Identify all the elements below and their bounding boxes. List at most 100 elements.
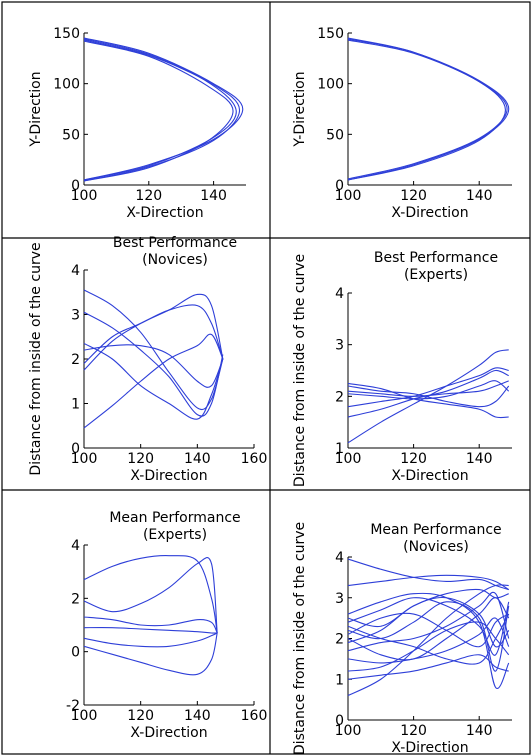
y-tick-label: 3 [335,338,344,354]
series-line [347,574,510,591]
x-tick-label: 100 [71,708,98,724]
y-axis-label: Distance from inside of the curve [292,254,308,487]
series-line [83,293,224,371]
x-axis-label: X-Direction [130,468,207,484]
series-line [347,382,509,419]
y-axis-label: Y-Direction [292,71,308,147]
series-line [347,37,508,180]
y-tick-label: 2 [71,591,80,607]
panel-title: Best Performance [113,235,237,251]
panel-title: Best Performance [374,250,498,266]
series-line [83,627,218,634]
y-axis-label: Distance from inside of the curve [28,242,44,475]
y-tick-label: 50 [62,127,80,143]
x-tick-label: 160 [241,708,268,724]
y-axis-label: Y-Direction [28,71,44,147]
y-tick-label: 1 [335,441,344,457]
y-tick-label: 150 [317,26,344,42]
chart-panel-3: 100 120 140 160 0 1 2 3 4 X-Direction Distance fro… [28,235,267,484]
series-line [83,289,224,411]
chart-panel-6: 100 120 140 0 1 2 3 4 X-Direction Distance from i… [292,522,512,756]
x-tick-label: 100 [71,451,98,467]
x-tick-label: 120 [400,451,427,467]
x-tick-label: 140 [466,188,493,204]
x-tick-label: 100 [71,188,98,204]
y-tick-label: 0 [71,178,80,194]
series-line [347,591,510,652]
panel-title: (Experts) [143,527,207,543]
chart-panel-2: 100 120 140 0 50 100 150 X-Direction Y-Direction [292,26,512,221]
y-tick-label: 3 [335,591,344,607]
y-tick-label: 4 [335,550,344,566]
series-line [347,380,510,400]
series-line [83,311,224,417]
chart-panel-5: 100 120 140 160 -2 0 2 4 X-Direction Mean Perform… [66,510,267,741]
chart-panel-1: 100 120 140 0 50 100 150 X-Direction Y-Direction [28,26,246,221]
panel-title: Mean Performance [109,510,240,526]
series-line [347,617,510,664]
y-tick-label: 4 [71,538,80,554]
series-line [347,367,509,408]
series-line [83,39,241,182]
series-line [347,380,509,397]
x-axis-label: X-Direction [391,740,468,756]
y-tick-label: 2 [71,352,80,368]
x-axis-label: X-Direction [391,468,468,484]
y-tick-label: 0 [71,441,80,457]
x-tick-label: 100 [335,188,362,204]
y-tick-label: 4 [71,263,80,279]
series-line [83,40,234,182]
x-tick-label: 120 [127,708,154,724]
panel-title: (Experts) [404,267,468,283]
x-tick-label: 100 [335,723,362,739]
series-line [347,558,509,591]
x-tick-label: 120 [400,723,427,739]
series-line [83,344,224,388]
y-axis-label: Distance from inside of the curve [292,522,308,755]
series-line [83,632,218,676]
y-tick-label: 0 [335,713,344,729]
series-line [83,333,224,429]
series-line [347,592,510,690]
y-tick-label: 2 [335,389,344,405]
series-line [83,632,218,648]
x-tick-label: 100 [335,451,362,467]
chart-panels: 100 120 140050100150X-DirectionY-Direction… [28,26,512,756]
y-tick-label: 0 [335,178,344,194]
x-tick-label: 140 [466,451,493,467]
y-tick-label: 1 [335,672,344,688]
panel-title: Mean Performance [370,522,501,538]
series-line [347,613,510,665]
series-line [83,616,218,634]
y-tick-label: 3 [71,308,80,324]
series-line [83,38,237,181]
x-axis-label: X-Direction [130,725,207,741]
y-tick-label: 100 [317,77,344,93]
series-line [83,556,218,634]
y-tick-label: 1 [71,397,80,413]
y-tick-label: 2 [335,632,344,648]
x-tick-label: 120 [135,188,162,204]
y-tick-label: 100 [53,77,80,93]
x-tick-label: 140 [184,708,211,724]
y-tick-label: -2 [66,698,80,714]
series-line [83,342,224,420]
x-tick-label: 140 [200,188,227,204]
x-axis-label: X-Direction [126,205,203,221]
series-line [83,555,218,634]
y-tick-label: 4 [335,286,344,302]
series-line [347,597,510,656]
y-tick-label: 0 [71,645,80,661]
series-line [347,39,506,181]
y-tick-label: 150 [53,26,80,42]
panel-title: (Novices) [403,539,469,555]
series-line [347,385,510,408]
chart-panel-4: 100 120 140 1 2 3 4 X-Direction Distance from in… [292,250,512,487]
x-tick-label: 140 [466,723,493,739]
y-tick-label: 50 [326,127,344,143]
series-line [83,304,224,364]
series-line [347,369,509,418]
